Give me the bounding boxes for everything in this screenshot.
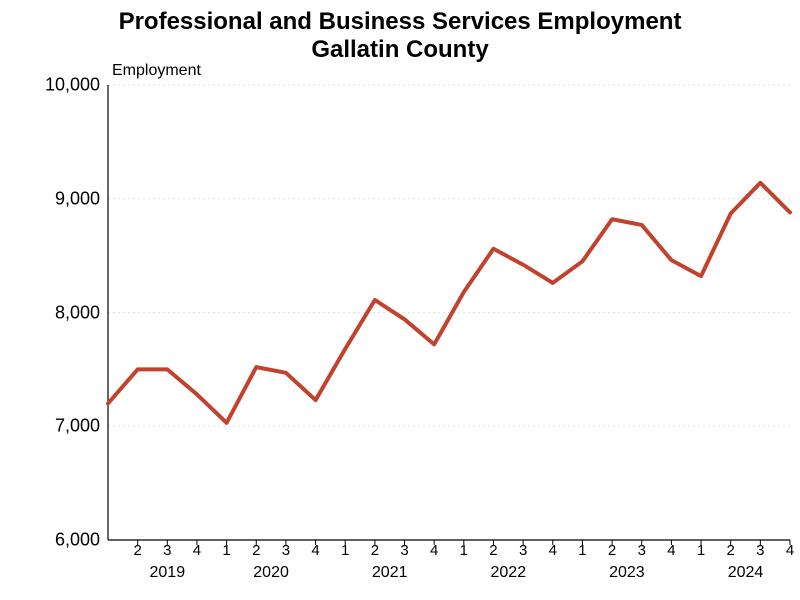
- xtick-quarter: 1: [578, 542, 586, 559]
- xtick-quarter: 3: [282, 542, 290, 559]
- xtick-quarter: 3: [519, 542, 527, 559]
- xtick-quarter: 2: [727, 542, 735, 559]
- xtick-year: 2021: [372, 564, 408, 582]
- xtick-quarter: 4: [786, 542, 794, 559]
- xtick-quarter: 2: [489, 542, 497, 559]
- xtick-quarter: 4: [667, 542, 675, 559]
- xtick-year: 2020: [253, 564, 289, 582]
- xtick-quarter: 3: [638, 542, 646, 559]
- line-series: [108, 183, 790, 423]
- xtick-quarter: 2: [608, 542, 616, 559]
- chart-plot-svg: [0, 0, 800, 600]
- xtick-quarter: 2: [252, 542, 260, 559]
- xtick-quarter: 2: [371, 542, 379, 559]
- xtick-quarter: 2: [133, 542, 141, 559]
- xtick-quarter: 1: [341, 542, 349, 559]
- xtick-quarter: 3: [400, 542, 408, 559]
- xtick-quarter: 3: [163, 542, 171, 559]
- xtick-year: 2022: [491, 564, 527, 582]
- xtick-quarter: 1: [697, 542, 705, 559]
- xtick-quarter: 1: [222, 542, 230, 559]
- xtick-year: 2019: [150, 564, 186, 582]
- xtick-quarter: 4: [311, 542, 319, 559]
- employment-line: [108, 183, 790, 423]
- xtick-year: 2024: [728, 564, 764, 582]
- xtick-quarter: 1: [460, 542, 468, 559]
- gridlines: [108, 85, 790, 540]
- xtick-quarter: 4: [549, 542, 557, 559]
- xtick-year: 2023: [609, 564, 645, 582]
- xtick-quarter: 4: [193, 542, 201, 559]
- xtick-quarter: 4: [430, 542, 438, 559]
- chart-container: Professional and Business Services Emplo…: [0, 0, 800, 600]
- xtick-quarter: 3: [756, 542, 764, 559]
